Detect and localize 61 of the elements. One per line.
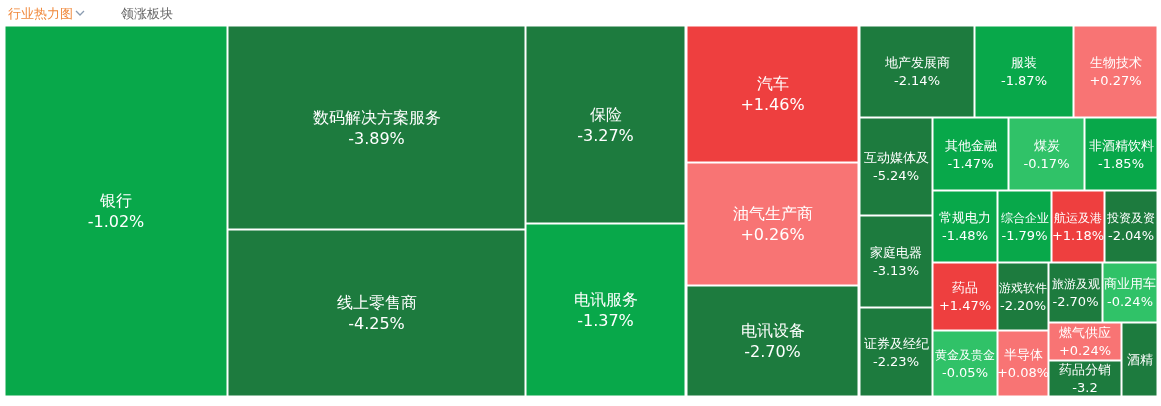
category-label: 其他金融	[944, 137, 997, 153]
category-label: 线上零售商	[336, 293, 417, 312]
category-label: 航运及港	[1054, 210, 1102, 225]
data-label: -3.89%	[348, 128, 405, 148]
data-label: +1.18%	[1051, 228, 1105, 243]
data-label: -0.17%	[1023, 155, 1070, 171]
data-label: -1.37%	[577, 311, 634, 330]
data-label: -2.70%	[1052, 294, 1099, 309]
data-label: -1.85%	[1098, 155, 1144, 171]
category-label: 常规电力	[939, 210, 991, 225]
data-label: +0.26%	[740, 225, 805, 244]
category-label: 药品	[952, 280, 978, 295]
data-label: -2.23%	[873, 353, 919, 369]
category-label: 服装	[1011, 55, 1037, 70]
data-label: -3.27%	[577, 125, 634, 145]
data-label: -2.20%	[1000, 298, 1046, 313]
data-label: -0.05%	[942, 365, 988, 380]
data-label: -2.70%	[744, 342, 801, 361]
category-label: 电讯设备	[740, 321, 805, 340]
category-label: 汽车	[756, 74, 789, 93]
category-label: 电讯服务	[573, 290, 638, 309]
data-label: +0.24%	[1058, 343, 1112, 358]
category-label: 保险	[589, 104, 622, 124]
text: 领涨板块	[121, 5, 173, 21]
category-label: 油气生产商	[732, 204, 813, 223]
category-label: 投资及资	[1106, 210, 1155, 225]
data-label: -5.24%	[873, 168, 919, 183]
data-label: +0.27%	[1089, 73, 1142, 88]
data-label: -1.79%	[1001, 228, 1048, 243]
category-label: 药品分销	[1059, 362, 1111, 377]
category-label: 旅游及观	[1051, 276, 1100, 291]
data-label: -1.87%	[1001, 73, 1047, 88]
category-label: 酒精	[1126, 352, 1153, 367]
data-label: -0.24%	[1107, 294, 1153, 309]
data-label: +1.46%	[740, 95, 805, 114]
data-label: -4.25%	[348, 314, 405, 333]
category-label: 综合企业	[1000, 210, 1049, 225]
category-label: 地产发展商	[883, 55, 950, 70]
category-label: 黄金及贵金	[935, 347, 995, 362]
category-label: 证券及经纪	[863, 335, 929, 351]
category-label: 半导体	[1003, 347, 1043, 362]
data-label: -1.48%	[942, 228, 988, 243]
category-label: 商业用车	[1104, 276, 1156, 291]
category-label: 游戏软件	[999, 280, 1047, 295]
data-label: -3.2	[1072, 380, 1098, 395]
data-label: -1.02%	[87, 212, 145, 231]
category-label: 生物技术	[1089, 55, 1142, 70]
category-label: 煤炭	[1033, 137, 1060, 153]
category-label: 互动媒体及	[863, 150, 929, 165]
data-label: -2.04%	[1108, 228, 1154, 243]
category-label: 燃气供应	[1059, 325, 1111, 340]
data-label: -1.47%	[947, 155, 994, 171]
data-label: -3.13%	[873, 263, 919, 278]
data-label: +0.08%	[996, 365, 1050, 380]
data-label: +1.47%	[938, 298, 992, 313]
category-label: 家庭电器	[870, 245, 922, 260]
data-label: -2.14%	[894, 73, 940, 88]
category-label: 数码解决方案服务	[312, 107, 441, 127]
category-label: 银行	[99, 191, 132, 210]
category-label: 非酒精饮料	[1088, 137, 1154, 153]
text: 行业热力图	[8, 5, 73, 21]
